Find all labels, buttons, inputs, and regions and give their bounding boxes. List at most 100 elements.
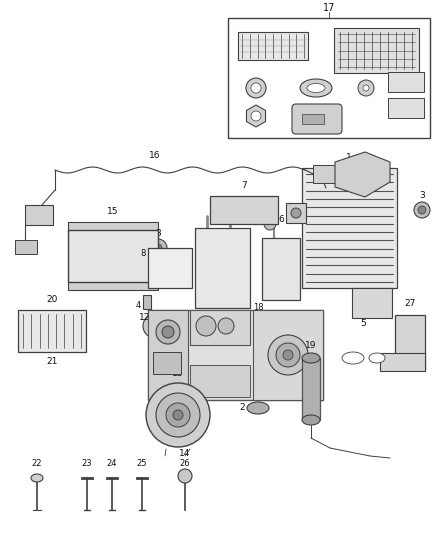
Text: 14: 14 [179,448,191,457]
FancyBboxPatch shape [292,104,342,134]
Circle shape [156,320,180,344]
Circle shape [196,316,216,336]
Bar [210,196,278,224]
Text: 13: 13 [172,368,184,377]
Bar [148,248,192,288]
Bar [195,228,250,308]
Bar [388,98,424,118]
Text: 2: 2 [262,263,268,272]
Ellipse shape [302,415,320,425]
Text: 7: 7 [241,182,247,190]
Circle shape [251,83,261,93]
Circle shape [268,335,308,375]
Text: 18: 18 [253,303,263,312]
Bar [395,315,425,370]
Bar [240,201,258,217]
Circle shape [418,206,426,214]
Text: 25: 25 [137,459,147,469]
Bar [68,222,158,232]
Bar [143,295,151,309]
Text: 8: 8 [140,248,146,257]
Text: 19: 19 [305,342,317,351]
Bar [68,230,158,282]
Polygon shape [247,105,265,127]
Bar [190,365,250,397]
Bar [148,310,188,400]
Ellipse shape [247,402,269,414]
Text: 22: 22 [32,459,42,469]
Text: 1: 1 [346,154,352,163]
Text: 24: 24 [107,459,117,469]
Bar [68,280,158,290]
Bar [260,201,274,217]
Polygon shape [335,152,390,197]
Circle shape [149,239,167,257]
Circle shape [276,343,300,367]
Circle shape [156,393,200,437]
Circle shape [146,383,210,447]
Circle shape [143,314,167,338]
Bar [190,310,250,345]
Bar [302,168,397,288]
Text: 10: 10 [167,252,177,261]
Circle shape [154,244,162,252]
Circle shape [283,350,293,360]
Circle shape [291,208,301,218]
Ellipse shape [307,84,325,93]
Circle shape [149,320,161,332]
Bar [148,310,323,400]
Circle shape [155,268,165,278]
Bar [313,165,343,183]
Ellipse shape [300,79,332,97]
Text: 26: 26 [180,459,191,469]
Circle shape [363,85,369,91]
Bar [334,28,419,73]
Text: 5: 5 [360,319,366,328]
Circle shape [264,218,276,230]
Text: 3: 3 [419,190,425,199]
Bar [18,310,86,352]
Text: 6: 6 [278,215,284,224]
Bar [15,240,37,254]
Text: 2: 2 [239,403,245,413]
Bar [253,310,323,400]
Text: 3: 3 [155,229,161,238]
Text: 23: 23 [82,459,92,469]
Bar [388,72,424,92]
Bar [25,205,53,225]
Ellipse shape [169,272,183,280]
Ellipse shape [342,352,364,364]
Text: 4: 4 [135,301,141,310]
Text: 15: 15 [107,207,119,216]
Ellipse shape [302,353,320,363]
Bar [238,32,308,60]
Circle shape [178,469,192,483]
Bar [228,18,430,138]
Circle shape [166,403,190,427]
Circle shape [246,78,266,98]
Bar [153,352,181,374]
Text: 18: 18 [290,311,300,320]
Circle shape [358,80,374,96]
Text: 21: 21 [46,358,58,367]
Ellipse shape [31,474,43,482]
Ellipse shape [279,321,291,329]
Circle shape [218,318,234,334]
Circle shape [414,202,430,218]
Bar [286,203,306,223]
Bar [302,114,324,124]
Ellipse shape [258,312,272,320]
Circle shape [162,326,174,338]
Bar [262,238,300,300]
Text: 17: 17 [323,3,335,13]
Circle shape [173,410,183,420]
Bar [215,201,233,217]
Text: 9: 9 [154,255,159,264]
Circle shape [251,111,261,121]
Text: 12: 12 [139,313,151,322]
Text: 11: 11 [159,273,169,282]
Text: 20: 20 [46,295,58,304]
Text: 27: 27 [404,298,416,308]
Bar [380,353,425,371]
Bar [352,288,392,318]
